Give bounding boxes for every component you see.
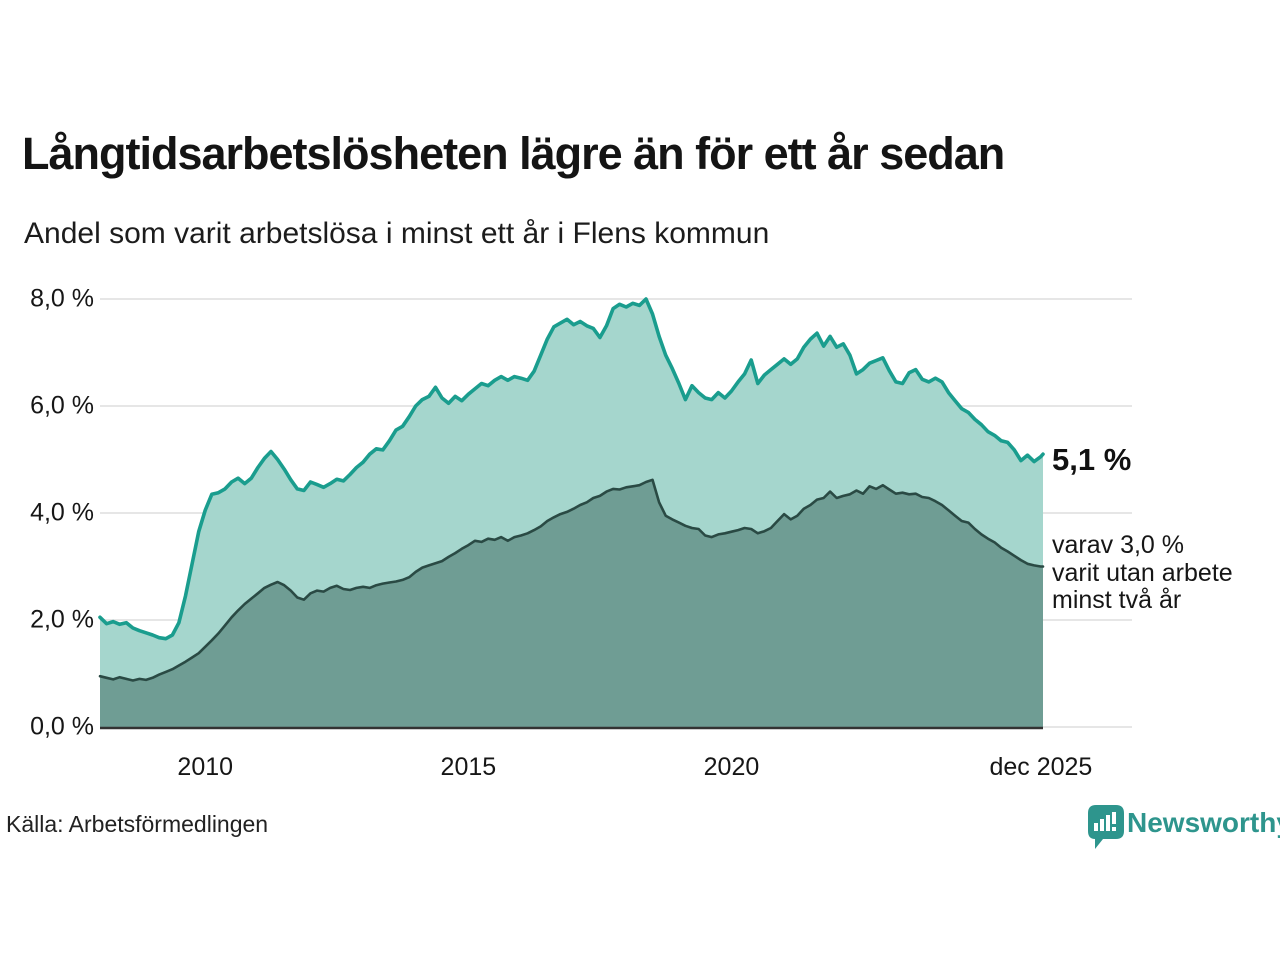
y-tick-label: 0,0 % [30, 712, 94, 741]
y-tick-label: 4,0 % [30, 498, 94, 527]
x-tick-label: dec 2025 [989, 753, 1093, 781]
y-tick-label: 8,0 % [30, 284, 94, 313]
source-credit: Källa: Arbetsförmedlingen [6, 811, 269, 837]
latest-value-label: 5,1 % [1052, 442, 1132, 477]
x-tick-label: 2020 [703, 753, 760, 781]
chart-subtitle: Andel som varit arbetslösa i minst ett å… [24, 217, 770, 250]
secondary-annotation-line: varit utan arbete [1052, 558, 1233, 587]
y-tick-label: 2,0 % [30, 605, 94, 634]
newsworthy-badge-icon [1088, 805, 1124, 849]
y-tick-label: 6,0 % [30, 391, 94, 420]
page-title: Långtidsarbetslösheten lägre än för ett … [22, 128, 1005, 179]
x-tick-label: 2010 [177, 753, 234, 781]
chart-areas [98, 297, 1045, 727]
x-tick-label: 2015 [440, 753, 497, 781]
newsworthy-logo: Newsworthy [1086, 803, 1280, 851]
newsworthy-logo-text: Newsworthy [1127, 807, 1280, 838]
secondary-annotation-line: minst två år [1052, 586, 1182, 614]
secondary-annotation: varav 3,0 % varit utan arbete minst två … [1052, 531, 1233, 615]
secondary-annotation-line: varav 3,0 % [1052, 531, 1185, 559]
